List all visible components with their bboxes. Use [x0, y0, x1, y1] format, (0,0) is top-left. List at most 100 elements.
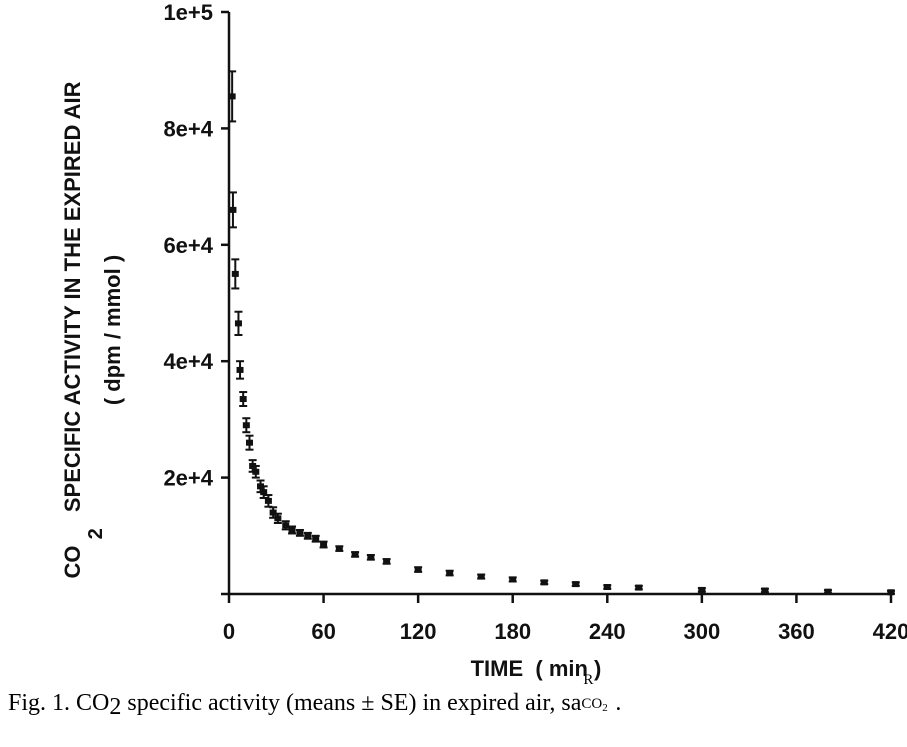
data-point [236, 360, 245, 380]
caption-prefix: Fig. 1. CO [8, 690, 110, 716]
data-point [311, 534, 320, 543]
data-point [760, 587, 769, 594]
data-point [634, 584, 643, 591]
y-axis-title-prefix: CO [60, 546, 85, 579]
data-marker [572, 581, 580, 588]
data-marker [228, 93, 236, 100]
data-marker [383, 558, 391, 565]
data-marker [288, 526, 296, 533]
data-point [228, 191, 237, 229]
x-tick-label: 300 [683, 619, 720, 644]
data-point [366, 554, 375, 561]
data-marker [824, 588, 832, 595]
data-marker [414, 566, 422, 573]
x-tick-label: 180 [494, 619, 531, 644]
data-point [382, 558, 391, 565]
data-point [603, 584, 612, 591]
x-tick-label: 120 [400, 619, 437, 644]
data-marker [274, 515, 282, 522]
x-tick-label: 0 [223, 619, 235, 644]
caption-symbol-sub: CO2 [581, 696, 608, 714]
x-tick-label: 420 [873, 619, 907, 644]
data-point [239, 391, 248, 408]
y-axis-title: CO 2 SPECIFIC ACTIVITY IN THE EXPIRED AI… [60, 81, 125, 578]
data-marker [260, 489, 268, 496]
data-marker [477, 573, 485, 580]
data-marker [509, 576, 517, 583]
data-marker [269, 509, 277, 516]
data-marker [540, 579, 548, 586]
data-point [823, 588, 832, 595]
y-axis-units: ( dpm / mmol ) [100, 255, 125, 405]
data-point [234, 310, 243, 337]
y-ticks: 2e+4 4e+4 6e+4 8e+4 1e+5 [163, 0, 229, 596]
y-axis-title-main: SPECIFIC ACTIVITY IN THE EXPIRED AIR [60, 81, 85, 512]
data-point [303, 531, 312, 540]
caption-symbol-scripts: R CO2 [581, 672, 615, 714]
data-point [228, 70, 237, 123]
data-marker [351, 551, 359, 558]
caption-prefix-sub: 2 [109, 694, 122, 721]
y-tick-label: 2e+4 [163, 466, 213, 491]
axes [227, 12, 891, 596]
data-point [477, 573, 486, 580]
data-point [571, 581, 580, 588]
data-point [540, 579, 549, 586]
data-marker [236, 366, 244, 373]
data-point [295, 528, 304, 537]
data-point [245, 434, 254, 451]
data-marker [698, 586, 706, 593]
caption-symbol-sup: R [583, 672, 594, 688]
x-tick-label: 60 [311, 619, 335, 644]
x-ticks: 0 60 120 180 240 300 360 420 [223, 594, 907, 644]
data-marker [239, 396, 247, 403]
data-marker [264, 497, 272, 504]
data-point [445, 569, 454, 577]
caption-symbol-sub-sub: 2 [602, 702, 608, 714]
y-tick-label: 6e+4 [163, 233, 213, 258]
data-point [335, 545, 344, 552]
data-point [414, 566, 423, 573]
data-point [242, 417, 251, 434]
data-marker [231, 270, 239, 277]
data-marker [887, 589, 895, 596]
data-marker [635, 584, 643, 591]
data-marker [296, 529, 304, 536]
data-marker [242, 422, 250, 429]
y-tick-label: 8e+4 [163, 116, 213, 141]
data-point [273, 512, 282, 524]
data-marker [252, 468, 260, 475]
svg-text:CO 2 SPECIFIC ACTI: CO 2 SPECIFIC ACTIVITY IN THE EXPIRED AI… [60, 81, 107, 578]
y-tick-label: 4e+4 [163, 349, 213, 374]
data-marker [229, 206, 237, 213]
figure-caption: Fig. 1. CO2 specific activity (means ± S… [8, 672, 907, 721]
data-point [288, 525, 297, 535]
data-point [281, 520, 290, 531]
y-tick-label: 1e+5 [163, 0, 213, 25]
data-point [251, 464, 260, 479]
caption-middle: specific activity (means ± SE) in expire… [121, 690, 582, 716]
data-point [319, 540, 328, 549]
data-marker [761, 587, 769, 594]
caption-symbol-sub-text: CO [581, 696, 603, 712]
data-points [228, 70, 895, 596]
data-marker [603, 584, 611, 591]
data-point [508, 576, 517, 583]
data-marker [245, 439, 253, 446]
data-marker [304, 532, 312, 539]
x-tick-label: 240 [589, 619, 626, 644]
data-point [351, 551, 360, 558]
data-point [231, 258, 240, 290]
data-marker [320, 541, 328, 548]
caption-suffix: . [615, 690, 622, 716]
x-axis-title: TIME ( min ) [471, 656, 602, 681]
y-axis-title-subscript: 2 [85, 528, 107, 539]
data-marker [367, 554, 375, 561]
data-marker [234, 320, 242, 327]
data-marker [335, 545, 343, 552]
x-tick-label: 360 [778, 619, 815, 644]
data-marker [446, 570, 454, 577]
data-marker [312, 535, 320, 542]
data-marker [282, 522, 290, 529]
